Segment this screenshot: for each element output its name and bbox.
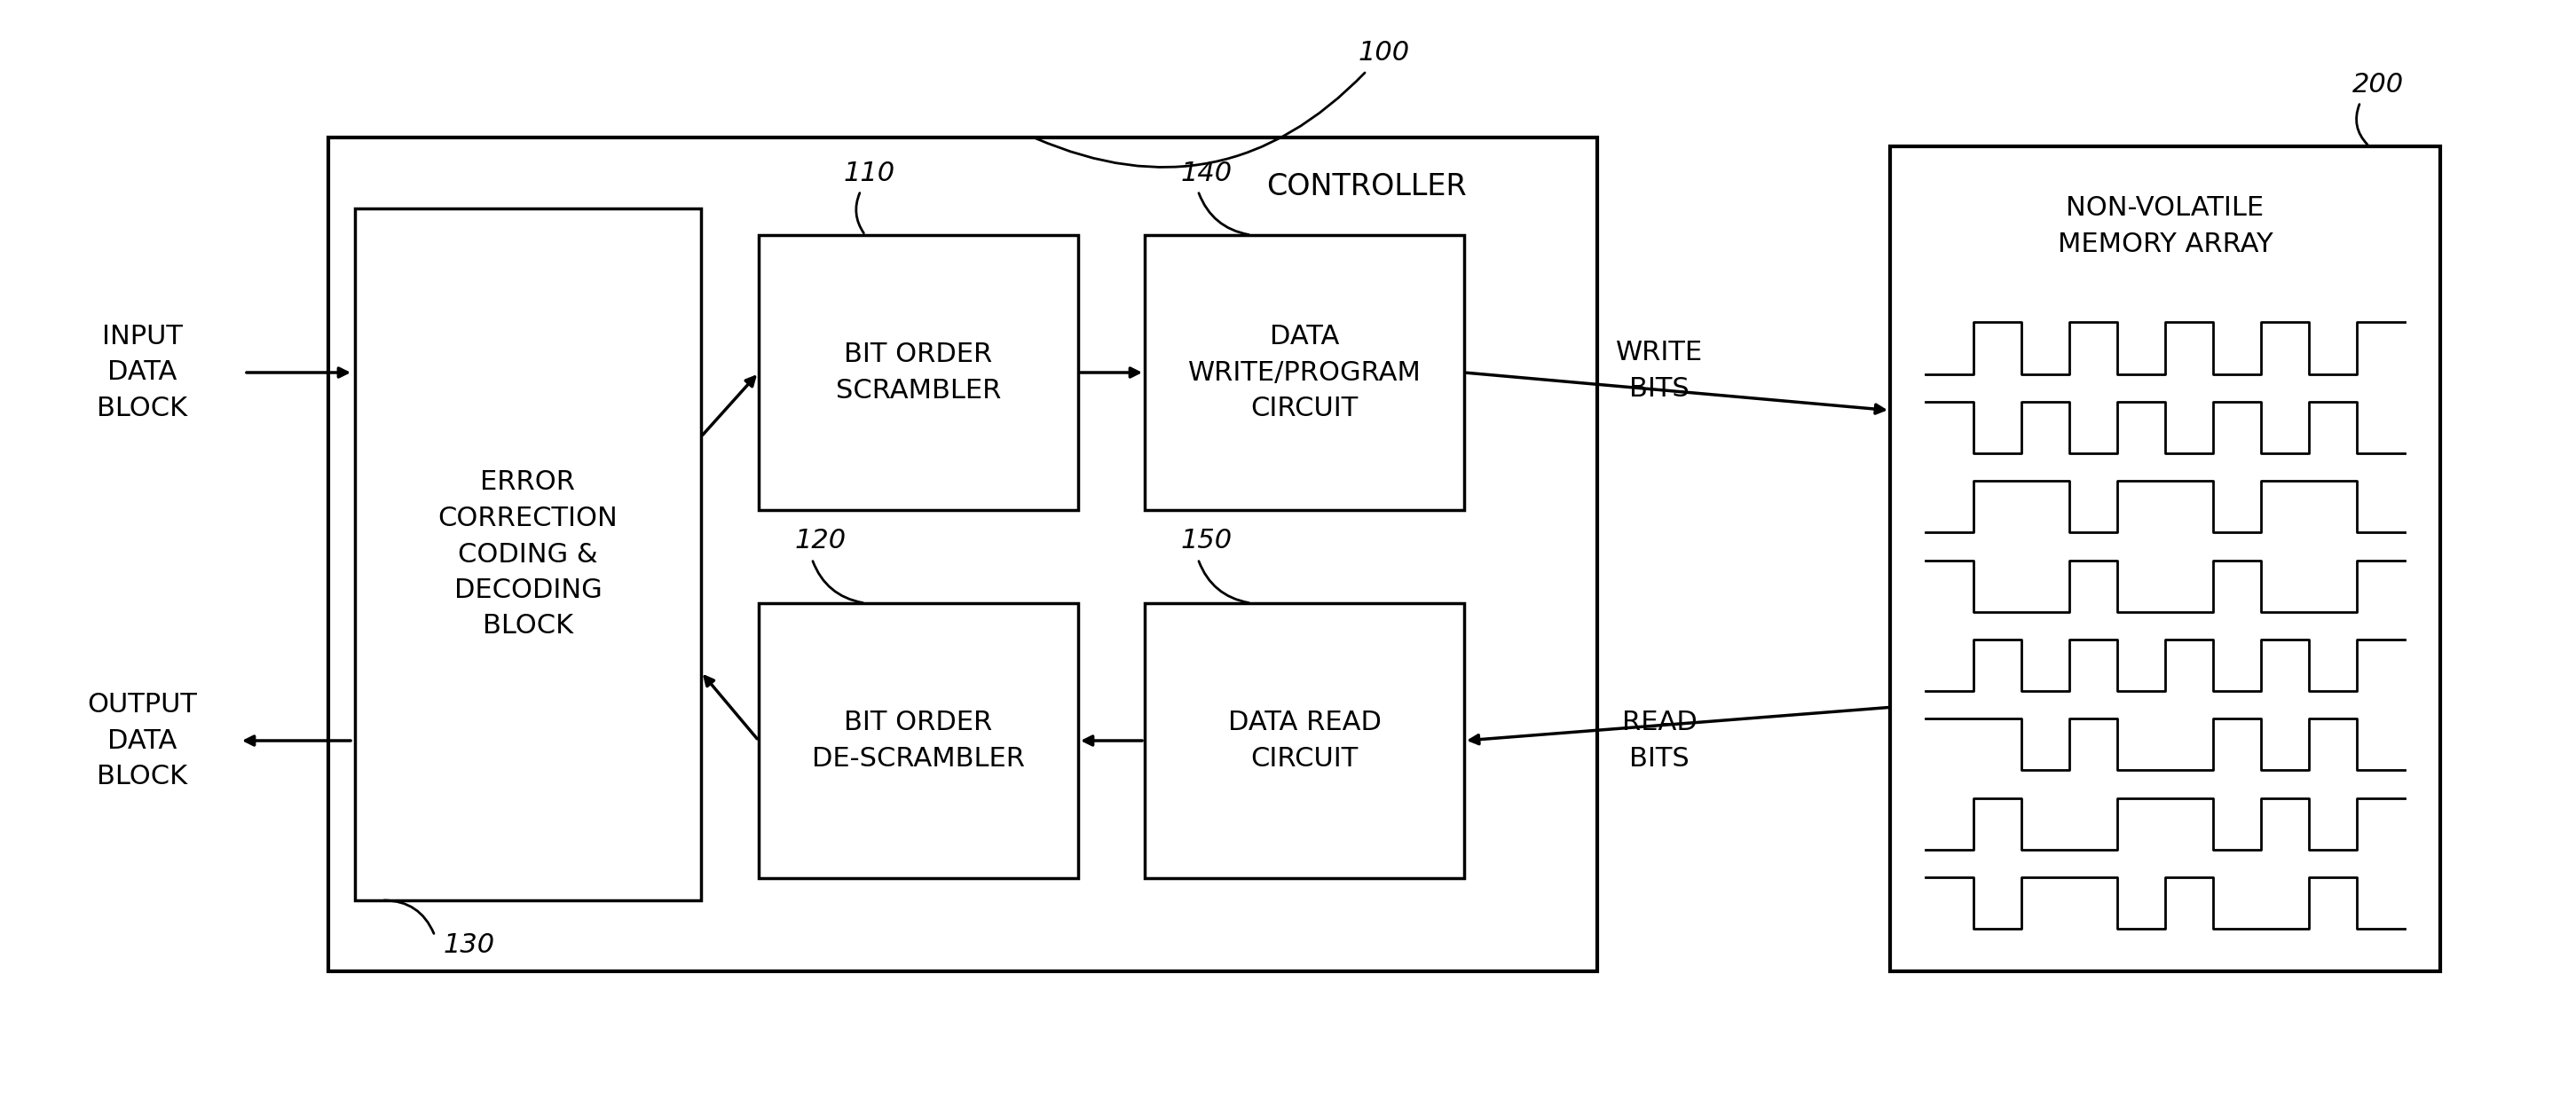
Text: 200: 200 <box>2352 72 2403 97</box>
Text: NON-VOLATILE
MEMORY ARRAY: NON-VOLATILE MEMORY ARRAY <box>2058 195 2272 257</box>
Text: DATA
WRITE/PROGRAM
CIRCUIT: DATA WRITE/PROGRAM CIRCUIT <box>1188 323 1422 422</box>
Text: ERROR
CORRECTION
CODING &
DECODING
BLOCK: ERROR CORRECTION CODING & DECODING BLOCK <box>438 469 618 639</box>
Bar <box>355 208 701 900</box>
Text: 140: 140 <box>1180 161 1231 186</box>
Text: INPUT
DATA
BLOCK: INPUT DATA BLOCK <box>98 323 188 422</box>
Bar <box>327 137 1597 971</box>
Bar <box>1144 235 1463 510</box>
Text: 130: 130 <box>443 932 495 958</box>
Text: WRITE
BITS: WRITE BITS <box>1615 340 1703 402</box>
Text: OUTPUT
DATA
BLOCK: OUTPUT DATA BLOCK <box>88 692 196 789</box>
Bar <box>1891 146 2439 971</box>
Text: 150: 150 <box>1180 528 1231 554</box>
Text: CONTROLLER: CONTROLLER <box>1267 172 1466 200</box>
Text: 110: 110 <box>845 161 896 186</box>
Text: DATA READ
CIRCUIT: DATA READ CIRCUIT <box>1229 710 1381 772</box>
Text: BIT ORDER
SCRAMBLER: BIT ORDER SCRAMBLER <box>835 342 1002 403</box>
Text: READ
BITS: READ BITS <box>1623 710 1698 772</box>
Bar <box>1144 603 1463 878</box>
Bar <box>760 235 1079 510</box>
Text: 100: 100 <box>1358 40 1409 66</box>
Text: 120: 120 <box>796 528 848 554</box>
Bar <box>760 603 1079 878</box>
Text: BIT ORDER
DE-SCRAMBLER: BIT ORDER DE-SCRAMBLER <box>811 710 1025 772</box>
